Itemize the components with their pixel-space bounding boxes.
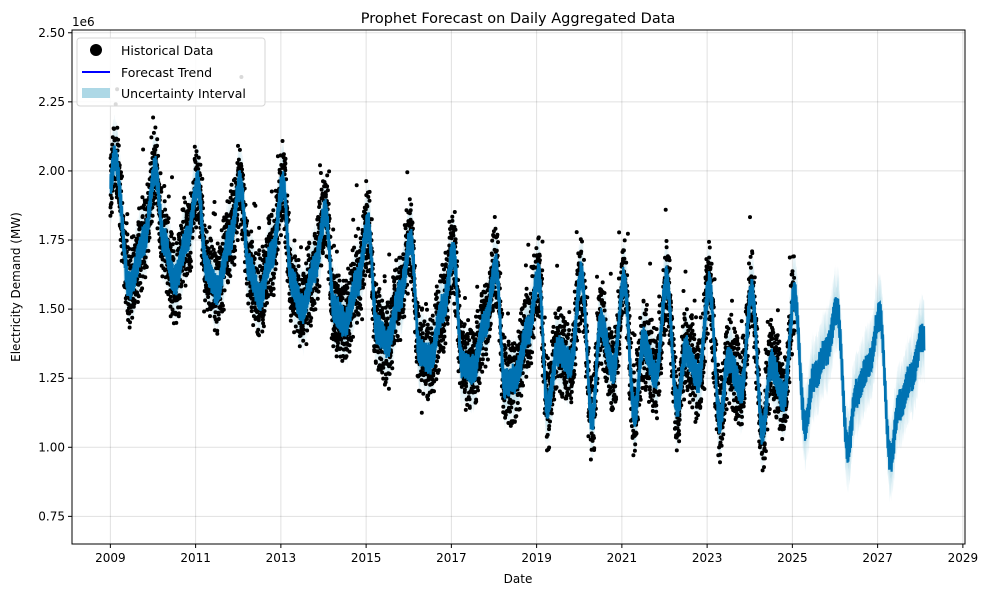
legend-label-trend: Forecast Trend <box>121 65 212 80</box>
x-tick-label: 2019 <box>521 551 552 565</box>
y-tick-label: 1.50 <box>38 302 65 316</box>
y-tick-label: 2.50 <box>38 26 65 40</box>
y-tick-label: 2.00 <box>38 164 65 178</box>
forecast-trend-line <box>109 145 926 472</box>
x-tick-label: 2015 <box>351 551 382 565</box>
x-tick-label: 2009 <box>95 551 126 565</box>
y-offset-label: 1e6 <box>72 15 95 29</box>
y-tick-label: 1.00 <box>38 440 65 454</box>
legend: Historical Data Forecast Trend Uncertain… <box>76 37 266 107</box>
legend-label-uncertainty: Uncertainty Interval <box>121 86 246 101</box>
historical-dots <box>108 75 797 473</box>
y-axis-ticks: 0.75 1.00 1.25 1.50 1.75 2.00 2.25 2.50 <box>38 26 72 523</box>
x-tick-label: 2011 <box>180 551 211 565</box>
y-tick-label: 0.75 <box>38 509 65 523</box>
x-axis-ticks: 2009 2011 2013 2015 2017 2019 2021 2023 2025 2027… <box>95 544 978 565</box>
forecast-trend <box>109 145 926 472</box>
y-tick-label: 1.75 <box>38 233 65 247</box>
historical-data-points <box>108 75 797 473</box>
legend-label-historical: Historical Data <box>121 43 213 58</box>
x-tick-label: 2021 <box>607 551 638 565</box>
y-axis-label: Electricity Demand (MW) <box>9 212 23 362</box>
chart-title: Prophet Forecast on Daily Aggregated Dat… <box>361 11 676 27</box>
plot-frame <box>71 29 966 545</box>
x-tick-label: 2013 <box>266 551 297 565</box>
y-tick-label: 2.25 <box>38 95 65 109</box>
y-tick-label: 1.25 <box>38 371 65 385</box>
legend-patch-icon <box>82 88 110 98</box>
legend-box <box>76 37 266 107</box>
x-axis-label: Date <box>504 572 533 586</box>
x-tick-label: 2023 <box>692 551 723 565</box>
x-tick-label: 2017 <box>436 551 467 565</box>
legend-dot-icon <box>90 44 102 56</box>
x-tick-label: 2029 <box>948 551 979 565</box>
x-tick-label: 2025 <box>777 551 808 565</box>
x-tick-label: 2027 <box>862 551 893 565</box>
